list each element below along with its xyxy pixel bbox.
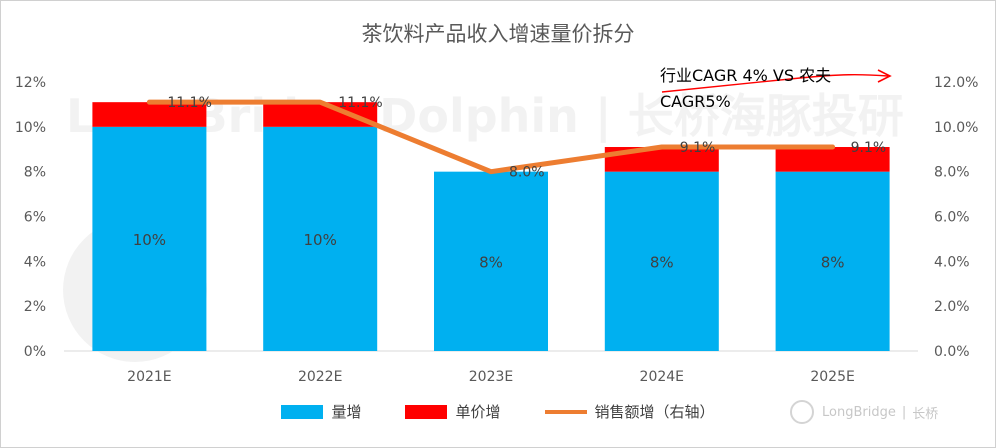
bar-volume-label: 10%	[304, 231, 337, 249]
y-right-tick-label: 4.0%	[934, 254, 970, 270]
legend-label-price: 单价增	[455, 403, 501, 421]
annotation-line-2: CAGR5%	[660, 92, 731, 111]
line-data-label: 9.1%	[680, 140, 716, 156]
y-right-tick-label: 8.0%	[934, 165, 970, 181]
y-left-tick-label: 10%	[15, 120, 46, 136]
y-left-tick-label: 6%	[24, 210, 46, 226]
cagr-annotation: 行业CAGR 4% VS 农夫 CAGR5%	[660, 63, 831, 115]
bar-price	[775, 147, 890, 172]
bar-volume	[775, 171, 890, 351]
chart-title: 茶饮料产品收入增速量价拆分	[361, 22, 635, 46]
legend-swatch-price	[405, 404, 448, 419]
y-right-tick-label: 10.0%	[934, 120, 978, 136]
bar-price	[263, 102, 378, 127]
bar-volume	[92, 126, 207, 351]
x-tick-label: 2024E	[640, 369, 684, 385]
legend-swatch-volume	[281, 404, 324, 419]
y-left-tick-label: 12%	[15, 75, 46, 91]
bar-volume	[604, 171, 719, 351]
annotation-arrow	[661, 73, 889, 93]
legend-item-price: 单价增	[405, 401, 501, 422]
legend-item-volume: 量增	[281, 401, 361, 422]
brand-suffix: 长桥	[912, 406, 939, 422]
brand-mark-icon	[790, 400, 814, 424]
y-left-tick-label: 8%	[24, 165, 46, 181]
y-right-tick-label: 2.0%	[934, 299, 970, 315]
line-data-label: 11.1%	[167, 95, 211, 111]
line-sales-growth	[146, 99, 836, 175]
bar-volume-label: 8%	[650, 253, 674, 271]
line-data-label: 9.1%	[851, 140, 887, 156]
bar-volume-label: 8%	[821, 253, 845, 271]
bar-volume-label: 10%	[133, 231, 166, 249]
y-left-tick-label: 0%	[24, 344, 46, 360]
chart-legend: 量增 单价增 销售额增（右轴）	[0, 401, 996, 422]
legend-item-sales: 销售额增（右轴）	[544, 401, 715, 422]
bar-volume	[434, 171, 548, 351]
x-tick-label: 2021E	[127, 369, 171, 385]
brand-logo: LongBridge | 长桥	[790, 400, 938, 424]
legend-swatch-sales	[544, 409, 587, 414]
x-tick-label: 2023E	[469, 369, 513, 385]
y-right-tick-label: 6.0%	[934, 210, 970, 226]
annotation-line-1: 行业CAGR 4% VS 农夫	[660, 66, 832, 85]
line-data-label: 11.1%	[338, 95, 382, 111]
bar-volume	[263, 126, 378, 351]
legend-label-volume: 量增	[331, 403, 362, 421]
annotation-arrowhead	[877, 69, 892, 83]
line-data-label: 8.0%	[509, 165, 545, 181]
brand-name: LongBridge	[822, 404, 896, 420]
bar-volume-label: 8%	[479, 253, 503, 271]
y-right-tick-label: 12.0%	[934, 75, 978, 91]
bar-price	[92, 102, 207, 127]
x-tick-label: 2025E	[810, 369, 854, 385]
y-left-tick-label: 2%	[24, 299, 46, 315]
legend-label-sales: 销售额增（右轴）	[594, 403, 715, 421]
x-tick-label: 2022E	[298, 369, 342, 385]
y-left-tick-label: 4%	[24, 254, 46, 270]
y-right-tick-label: 0.0%	[934, 344, 970, 360]
